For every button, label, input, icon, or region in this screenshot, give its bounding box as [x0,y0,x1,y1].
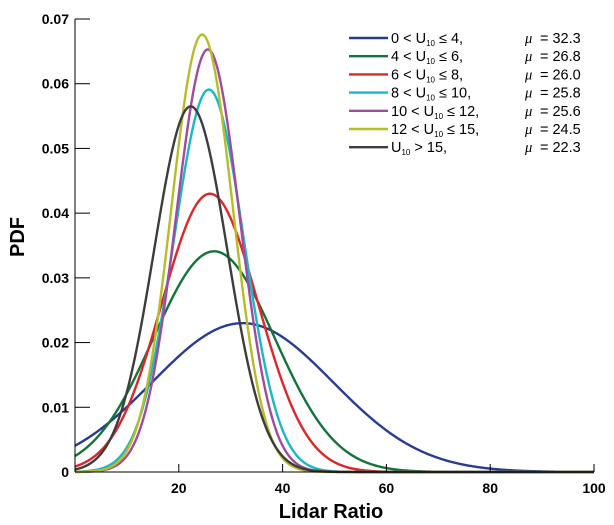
legend-label-1: 4 < U10 ≤ 6, [391,49,463,66]
y-axis-title: PDF [7,217,29,257]
series-curves [74,33,595,474]
legend-mean-2: μ = 26.0 [524,67,581,83]
legend-mean-5: μ = 24.5 [524,122,581,138]
x-tick-label: 100 [582,480,606,496]
legend-mean-3: μ = 25.8 [524,86,581,102]
series-line-6 [74,105,594,474]
legend: 0 < U10 ≤ 4, μ = 32.3 4 < U10 ≤ 6, μ = 26.8 6 … [349,31,581,157]
legend-label-5: 12 < U10 ≤ 15, [391,122,479,139]
y-tick-label: 0.04 [42,205,69,221]
x-tick-label: 40 [275,480,291,496]
x-tick-label: 20 [171,480,187,496]
y-tick-label: 0.01 [42,399,69,415]
x-tick-label: 80 [482,480,498,496]
legend-mean-1: μ = 26.8 [524,49,581,65]
y-tick-label: 0 [61,464,69,480]
y-tick-label: 0.03 [42,270,69,286]
legend-mean-4: μ = 25.6 [524,104,581,120]
legend-mean-6: μ = 22.3 [524,140,581,156]
axes: 0 0.01 0.02 0.03 0.04 0.05 0.06 0.07 20 40 60 80 100 [42,11,606,496]
series-line-3 [74,88,594,474]
legend-label-2: 6 < U10 ≤ 8, [391,67,463,84]
x-tick-label: 60 [379,480,395,496]
y-tick-label: 0.06 [42,76,69,92]
legend-label-6: U10 > 15, [391,140,447,157]
series-line-2 [74,192,594,474]
x-axis-title: Lidar Ratio [279,501,383,523]
series-line-0 [74,321,595,474]
y-tick-label: 0.05 [42,140,69,156]
y-tick-label: 0.07 [42,11,69,27]
legend-label-3: 8 < U10 ≤ 10, [391,86,471,103]
legend-label-4: 10 < U10 ≤ 12, [391,104,479,121]
y-tick-label: 0.02 [42,335,69,351]
legend-mean-0: μ = 32.3 [524,31,581,47]
legend-label-0: 0 < U10 ≤ 4, [391,31,463,48]
